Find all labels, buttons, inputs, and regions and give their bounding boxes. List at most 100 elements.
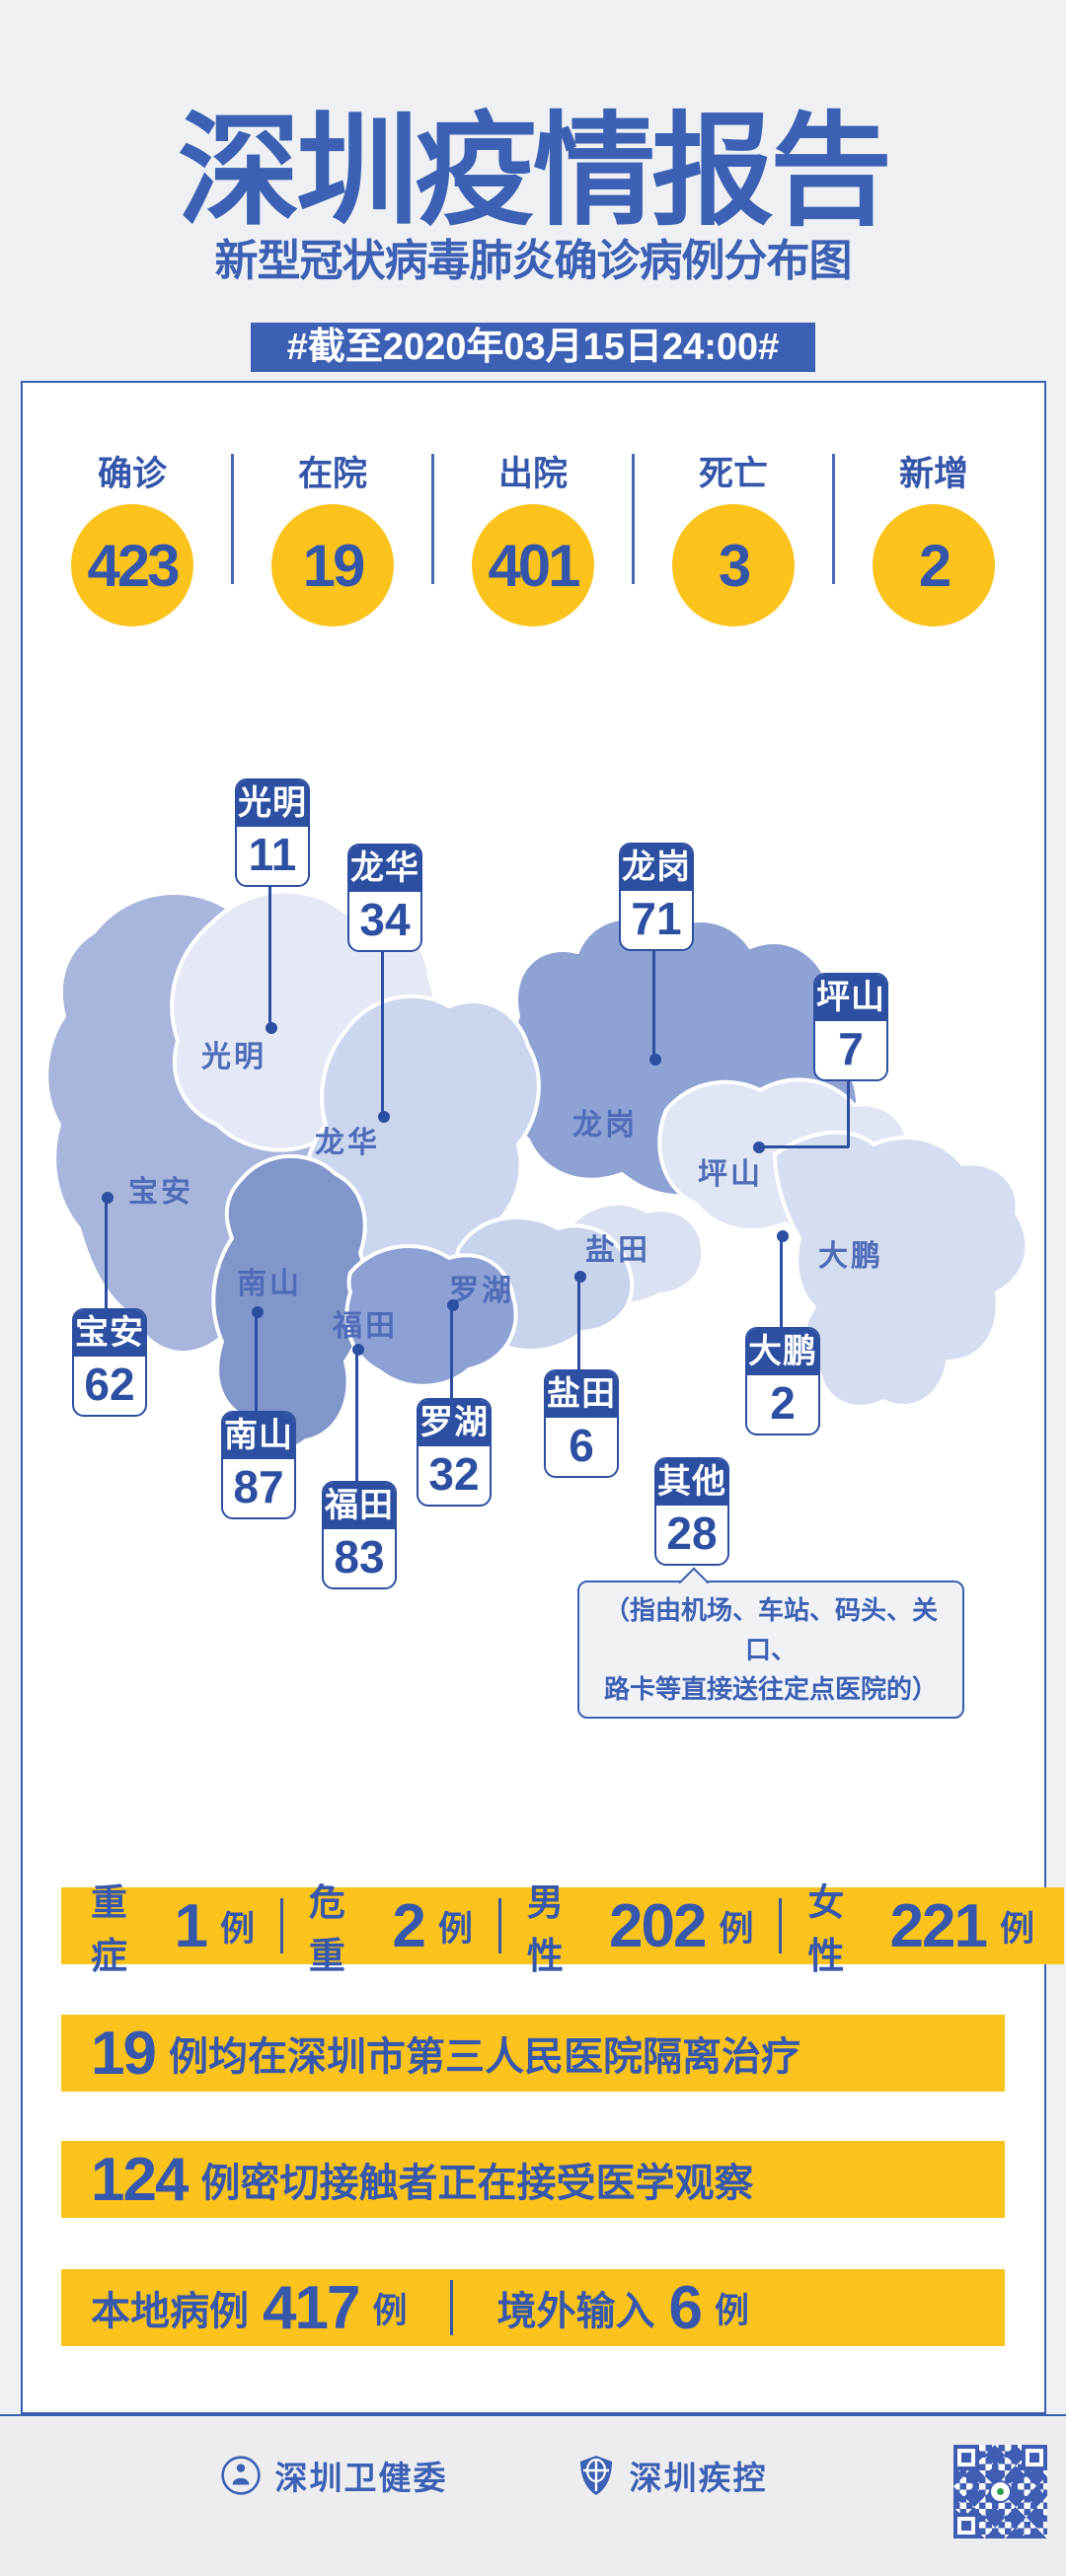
stat-circle: 423 xyxy=(71,504,193,626)
severe-cases: 重症 1 例 xyxy=(91,1873,255,1979)
bar-divider xyxy=(779,1898,783,1953)
stat-new: 新增 2 xyxy=(841,446,1027,626)
pin-district-cases: 34 xyxy=(359,894,411,945)
shenzhen-district-map xyxy=(44,889,1029,1452)
pin-district-name: 坪山 xyxy=(815,975,886,1021)
stat-circle: 3 xyxy=(672,504,795,626)
stat-circle: 401 xyxy=(472,504,594,626)
summary-stats-row: 确诊 423 在院 19 出院 401 死亡 3 新增 2 xyxy=(39,446,1027,626)
qr-code xyxy=(953,2445,1047,2539)
stat-label: 在院 xyxy=(297,455,367,493)
pin-dot-nanshan xyxy=(252,1306,264,1318)
pin-line-longgang xyxy=(652,949,655,1060)
bar-divider xyxy=(450,2280,454,2335)
pin-line-guangming xyxy=(268,885,271,1028)
other-cases-note: （指由机场、车站、码头、关口、 路卡等直接送往定点医院的） xyxy=(577,1581,964,1719)
map-pin-nanshan: 南山 87 xyxy=(221,1411,296,1519)
pin-dot-luohu xyxy=(447,1299,459,1311)
pin-district-cases: 62 xyxy=(84,1359,135,1410)
footer-orgs: 深圳卫健委 深圳疾控 xyxy=(0,2452,987,2499)
pin-line-nanshan xyxy=(255,1312,258,1411)
pin-line-pingshan-horizontal xyxy=(759,1145,849,1148)
pin-district-cases: 7 xyxy=(838,1023,864,1074)
map-pin-longhua: 龙华 34 xyxy=(347,844,422,952)
imported-cases: 境外输入 6 例 xyxy=(496,2273,749,2343)
critical-cases: 危重 2 例 xyxy=(309,1873,473,1979)
pin-district-name: 光明 xyxy=(237,780,308,827)
stat-label: 死亡 xyxy=(698,455,768,493)
pin-district-name: 龙华 xyxy=(349,846,420,892)
map-region-nanshan xyxy=(211,1153,370,1452)
stat-circle: 19 xyxy=(271,504,394,626)
pin-dot-longgang xyxy=(649,1054,661,1066)
stats-divider xyxy=(431,454,434,584)
severity-gender-bar: 重症 1 例 危重 2 例 男性 202 例 女性 221 例 xyxy=(61,1882,1064,1976)
pin-dot-longhua xyxy=(378,1111,390,1123)
pin-line-baoan xyxy=(105,1198,108,1308)
pin-line-yantian xyxy=(577,1277,580,1369)
hospital-bar: 19 例均在深圳市第三人民医院隔离治疗 xyxy=(61,2015,1005,2092)
stat-label: 出院 xyxy=(497,455,568,493)
severe-unit: 例 xyxy=(219,1909,255,1949)
health-commission-org: 深圳卫健委 xyxy=(220,2452,448,2499)
pin-dot-baoan xyxy=(102,1192,114,1204)
map-label-longhua: 龙华 xyxy=(315,1127,380,1159)
pin-district-name: 宝安 xyxy=(74,1310,145,1357)
origin-bar: 本地病例 417 例 境外输入 6 例 xyxy=(61,2269,1005,2346)
page-title: 深圳疫情报告 xyxy=(177,104,892,240)
hospital-value: 19 xyxy=(91,2019,157,2088)
stats-divider xyxy=(832,454,835,584)
map-pin-yantian: 盐田 6 xyxy=(544,1369,619,1478)
stat-value: 423 xyxy=(87,532,180,599)
map-pin-luohu: 罗湖 32 xyxy=(417,1398,492,1507)
observation-text: 例密切接触者正在接受医学观察 xyxy=(200,2162,754,2205)
health-commission-logo-icon xyxy=(220,2456,261,2495)
local-unit: 例 xyxy=(372,2291,408,2330)
map-label-futian: 福田 xyxy=(333,1310,398,1343)
pin-district-name: 其他 xyxy=(656,1459,727,1506)
pin-district-cases: 28 xyxy=(666,1508,718,1559)
stat-confirmed: 确诊 423 xyxy=(39,446,225,626)
map-label-baoan: 宝安 xyxy=(128,1176,193,1209)
date-banner: #截至2020年03月15日24:00# xyxy=(251,323,815,372)
pin-dot-pingshan xyxy=(753,1141,765,1153)
health-commission-label: 深圳卫健委 xyxy=(274,2460,448,2496)
map-label-dapeng: 大鹏 xyxy=(818,1240,883,1273)
map-label-pingshan: 坪山 xyxy=(698,1158,763,1191)
pin-line-dapeng xyxy=(780,1236,783,1327)
qr-finder-icon xyxy=(1022,2445,1047,2470)
bar-divider xyxy=(497,1898,501,1953)
female-unit: 例 xyxy=(999,1909,1034,1949)
pin-district-cases: 11 xyxy=(248,829,297,880)
observation-bar: 124 例密切接触者正在接受医学观察 xyxy=(61,2141,1005,2218)
hospital-text: 例均在深圳市第三人民医院隔离治疗 xyxy=(168,2035,800,2079)
stat-deaths: 死亡 3 xyxy=(641,446,826,626)
footer: 深圳卫健委 深圳疾控 xyxy=(0,2414,1066,2576)
female-value: 221 xyxy=(889,1891,988,1960)
local-cases: 本地病例 417 例 xyxy=(91,2273,407,2343)
pin-dot-yantian xyxy=(574,1271,586,1283)
male-unit: 例 xyxy=(719,1909,754,1949)
qr-finder-icon xyxy=(953,2513,979,2539)
critical-value: 2 xyxy=(392,1891,426,1960)
map-region-futian xyxy=(344,1244,518,1388)
map-label-nanshan: 南山 xyxy=(237,1268,302,1300)
female-cases: 女性 221 例 xyxy=(807,1873,1034,1979)
stat-value: 3 xyxy=(718,532,751,599)
stat-value: 2 xyxy=(918,532,952,599)
pin-district-name: 龙岗 xyxy=(621,845,692,891)
imported-value: 6 xyxy=(668,2273,703,2342)
pin-district-name: 南山 xyxy=(223,1413,294,1459)
male-label: 男性 xyxy=(526,1882,564,1976)
pin-dot-dapeng xyxy=(777,1230,789,1242)
map-pin-futian: 福田 83 xyxy=(322,1481,397,1589)
map-label-longgang: 龙岗 xyxy=(572,1109,638,1141)
pin-line-pingshan-vertical xyxy=(847,1079,850,1147)
stat-circle: 2 xyxy=(873,504,995,626)
map-region-dapeng xyxy=(773,1130,1029,1409)
qr-center-logo-icon xyxy=(989,2480,1012,2503)
pin-line-luohu xyxy=(450,1305,453,1398)
imported-unit: 例 xyxy=(714,2291,749,2330)
observation-value: 124 xyxy=(91,2145,189,2214)
map-pin-longgang: 龙岗 71 xyxy=(619,843,694,951)
